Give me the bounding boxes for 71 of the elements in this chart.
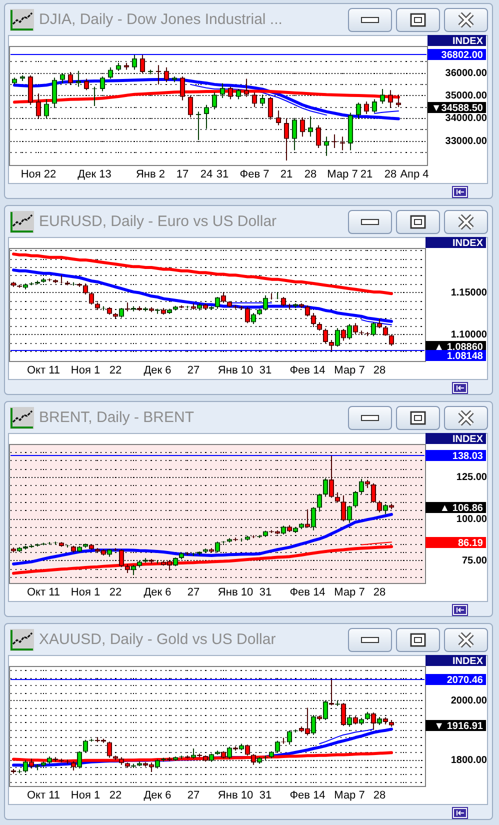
x-tick-label: Янв 10 (218, 364, 254, 377)
ref-line-label: 138.03 (452, 450, 484, 462)
x-tick-label: Янв 2 (136, 168, 166, 181)
x-tick-label: Ноя 1 (70, 586, 100, 599)
x-tick-label: Окт 11 (26, 790, 60, 802)
x-tick-label: 22 (109, 790, 122, 802)
text: INDEX (452, 434, 484, 445)
x-tick-label: Дек 13 (78, 168, 112, 181)
x-tick-label: 28 (373, 790, 386, 802)
x-tick-label: 27 (187, 364, 200, 377)
y-tick-label: 1800.00 (450, 754, 488, 766)
ref-line-label: 36802.00 (441, 50, 484, 61)
chart-title: EURUSD, Daily - Euro vs US Dollar (39, 212, 277, 232)
x-tick-label: Фев 14 (290, 364, 326, 377)
x-tick-label: 28 (304, 168, 317, 181)
x-tick-label: 21 (360, 168, 373, 181)
x-tick-label: Мар 7 (334, 790, 365, 802)
text: ▼34588.50 (431, 102, 484, 114)
y-tick-label: 1.10000 (450, 330, 488, 341)
x-tick-label: Мар 7 (327, 168, 358, 181)
x-tick-label: Ноя 22 (20, 168, 56, 181)
text: 86.19 (458, 538, 484, 549)
x-tick-label: 28 (373, 364, 386, 377)
y-tick-label: 34000.00 (445, 113, 488, 124)
x-tick-label: 28 (384, 168, 397, 181)
x-tick-label: Фев 7 (240, 168, 270, 181)
chart-title: XAUUSD, Daily - Gold vs US Dollar (39, 630, 276, 650)
x-tick-label: Дек 6 (144, 586, 172, 599)
y-tick-label: 33000.00 (445, 136, 488, 147)
x-tick-label: 31 (259, 586, 272, 599)
x-tick-label: 24 (200, 168, 213, 181)
x-tick-label: Мар 7 (334, 364, 365, 377)
text: INDEX (452, 656, 484, 667)
x-tick-label: 22 (109, 586, 122, 599)
ref-line-label: 2070.46 (446, 674, 484, 686)
y-tick-label: 35000.00 (445, 90, 488, 102)
text: ▼ 1916.91 (434, 720, 484, 732)
x-tick-label: 27 (187, 586, 200, 599)
y-tick-label: 1.15000 (450, 288, 488, 299)
ref-line-label: 1.08148 (446, 350, 484, 362)
x-tick-label: Янв 10 (218, 586, 254, 599)
x-tick-label: Мар 7 (334, 586, 365, 599)
x-tick-label: Ноя 1 (70, 790, 100, 802)
x-tick-label: Дек 6 (144, 790, 172, 802)
x-tick-label: Ноя 1 (70, 364, 100, 377)
x-tick-label: 28 (373, 586, 386, 599)
text: INDEX (452, 238, 484, 249)
x-tick-label: Янв 10 (218, 790, 254, 802)
x-tick-label: Апр 4 (400, 168, 429, 181)
y-tick-label: 36000.00 (445, 68, 488, 79)
x-tick-label: Дек 6 (144, 364, 172, 377)
x-tick-label: 31 (216, 168, 229, 181)
x-tick-label: 17 (176, 168, 189, 181)
x-tick-label: 31 (259, 790, 272, 802)
x-tick-label: Окт 11 (26, 364, 60, 377)
y-tick-label: 100.00 (456, 514, 488, 525)
x-tick-label: 31 (259, 364, 272, 377)
text: INDEX (452, 36, 484, 47)
text: ▲ 1.08860 (434, 342, 484, 353)
y-tick-label: 125.00 (456, 472, 488, 484)
x-tick-label: Фев 14 (290, 586, 326, 599)
y-tick-label: 2000.00 (450, 695, 488, 706)
y-tick-label: 75.00 (462, 556, 488, 567)
x-tick-label: Фев 14 (290, 790, 326, 802)
x-tick-label: 27 (187, 790, 200, 802)
x-tick-label: 21 (280, 168, 293, 181)
chart-title: BRENT, Daily - BRENT (39, 408, 194, 428)
chart-title: DJIA, Daily - Dow Jones Industrial ... (39, 10, 282, 30)
x-tick-label: Окт 11 (26, 586, 60, 599)
text: ▲ 106.86 (440, 502, 484, 514)
x-tick-label: 22 (109, 364, 122, 377)
